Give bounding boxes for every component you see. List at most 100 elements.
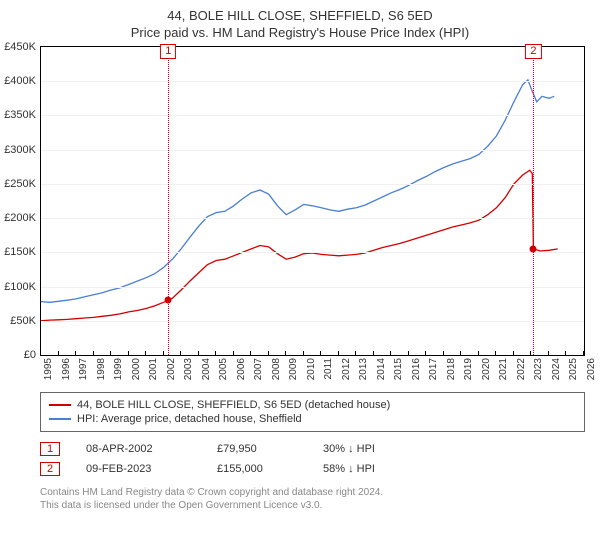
x-tick (495, 351, 496, 356)
x-tick (320, 351, 321, 356)
y-tick-label: £300K (4, 144, 41, 156)
grid-line (41, 184, 584, 185)
x-tick (93, 351, 94, 356)
sale-marker-line (533, 47, 534, 355)
x-tick (285, 351, 286, 356)
sales-table-row: 2 09-FEB-2023 £155,000 58% ↓ HPI (40, 459, 585, 479)
grid-line (41, 287, 584, 288)
y-tick-label: £50K (10, 315, 41, 327)
y-tick-label: £200K (4, 212, 41, 224)
x-tick-label: 2018 (446, 358, 457, 380)
x-tick (250, 351, 251, 356)
x-tick (215, 351, 216, 356)
x-tick (390, 351, 391, 356)
grid-line (41, 150, 584, 151)
x-tick (460, 351, 461, 356)
copyright-line1: Contains HM Land Registry data © Crown c… (40, 486, 585, 499)
series-hpi (41, 80, 554, 302)
x-tick-label: 1995 (43, 358, 54, 380)
sale-marker-number: 1 (160, 44, 176, 59)
legend-label: 44, BOLE HILL CLOSE, SHEFFIELD, S6 5ED (… (77, 399, 390, 411)
y-tick-label: £150K (4, 246, 41, 258)
x-tick-label: 2008 (271, 358, 282, 380)
x-tick-label: 2020 (481, 358, 492, 380)
x-tick-label: 2002 (166, 358, 177, 380)
x-tick-label: 2004 (201, 358, 212, 380)
x-tick (583, 351, 584, 356)
x-tick-label: 1998 (96, 358, 107, 380)
y-tick-label: £250K (4, 178, 41, 190)
sale-marker-point (165, 297, 172, 304)
x-tick (355, 351, 356, 356)
x-tick (233, 351, 234, 356)
sale-marker-number: 2 (525, 44, 541, 59)
x-tick-label: 2010 (306, 358, 317, 380)
copyright-block: Contains HM Land Registry data © Crown c… (40, 486, 585, 512)
x-axis-labels: 1995 1996 1997 1998 1999 2000 2001 2002 2003 2004… (40, 356, 585, 386)
x-tick-label: 1996 (61, 358, 72, 380)
x-tick-label: 2026 (586, 358, 597, 380)
x-tick (110, 351, 111, 356)
copyright-line2: This data is licensed under the Open Gov… (40, 499, 585, 512)
series-property (41, 170, 558, 321)
sale-price: £155,000 (217, 463, 297, 475)
x-tick-label: 2016 (411, 358, 422, 380)
sale-date: 09-FEB-2023 (86, 463, 191, 475)
x-tick (373, 351, 374, 356)
legend-row: 44, BOLE HILL CLOSE, SHEFFIELD, S6 5ED (… (49, 398, 576, 412)
legend-row: HPI: Average price, detached house, Shef… (49, 412, 576, 426)
sale-marker-line (168, 47, 169, 355)
x-tick-label: 1997 (78, 358, 89, 380)
x-tick (513, 351, 514, 356)
x-tick-label: 2001 (148, 358, 159, 380)
x-tick-label: 2017 (428, 358, 439, 380)
series-svg (41, 47, 584, 355)
grid-line (41, 321, 584, 322)
x-tick-label: 2011 (323, 358, 334, 380)
x-tick (268, 351, 269, 356)
x-tick-label: 2003 (183, 358, 194, 380)
y-tick-label: £100K (4, 281, 41, 293)
x-tick (198, 351, 199, 356)
sale-delta: 58% ↓ HPI (323, 463, 375, 475)
y-tick-label: £350K (4, 109, 41, 121)
x-tick-label: 2007 (253, 358, 264, 380)
sale-number-box: 2 (40, 462, 60, 476)
y-tick-label: £400K (4, 75, 41, 87)
grid-line (41, 115, 584, 116)
x-tick (180, 351, 181, 356)
x-tick (58, 351, 59, 356)
sales-table: 108-APR-2002£79,95030% ↓ HPI209-FEB-2023… (40, 439, 585, 479)
x-tick (145, 351, 146, 356)
x-tick-label: 2021 (498, 358, 509, 380)
grid-line (41, 218, 584, 219)
x-tick-label: 2014 (376, 358, 387, 380)
chart-area: £0£50K£100K£150K£200K£250K£300K£350K£400… (40, 46, 585, 386)
x-tick (565, 351, 566, 356)
x-tick (128, 351, 129, 356)
chart-title-address: 44, BOLE HILL CLOSE, SHEFFIELD, S6 5ED (0, 8, 600, 23)
chart-title-subtitle: Price paid vs. HM Land Registry's House … (0, 25, 600, 40)
x-tick (75, 351, 76, 356)
x-tick-label: 1999 (113, 358, 124, 380)
x-tick (478, 351, 479, 356)
x-tick-label: 2022 (516, 358, 527, 380)
legend-swatch (49, 404, 71, 406)
x-tick-label: 2023 (533, 358, 544, 380)
sale-date: 08-APR-2002 (86, 443, 191, 455)
x-tick-label: 2019 (463, 358, 474, 380)
x-tick (303, 351, 304, 356)
sale-marker-point (530, 245, 537, 252)
sale-number-box: 1 (40, 442, 60, 456)
x-tick-label: 2009 (288, 358, 299, 380)
x-tick (530, 351, 531, 356)
x-tick-label: 2012 (341, 358, 352, 380)
y-tick-label: £0 (24, 349, 41, 361)
legend-swatch (49, 418, 71, 420)
x-tick-label: 2015 (393, 358, 404, 380)
x-tick-label: 2013 (358, 358, 369, 380)
x-tick-label: 2024 (551, 358, 562, 380)
x-tick (443, 351, 444, 356)
x-tick-label: 2000 (131, 358, 142, 380)
sale-delta: 30% ↓ HPI (323, 443, 375, 455)
